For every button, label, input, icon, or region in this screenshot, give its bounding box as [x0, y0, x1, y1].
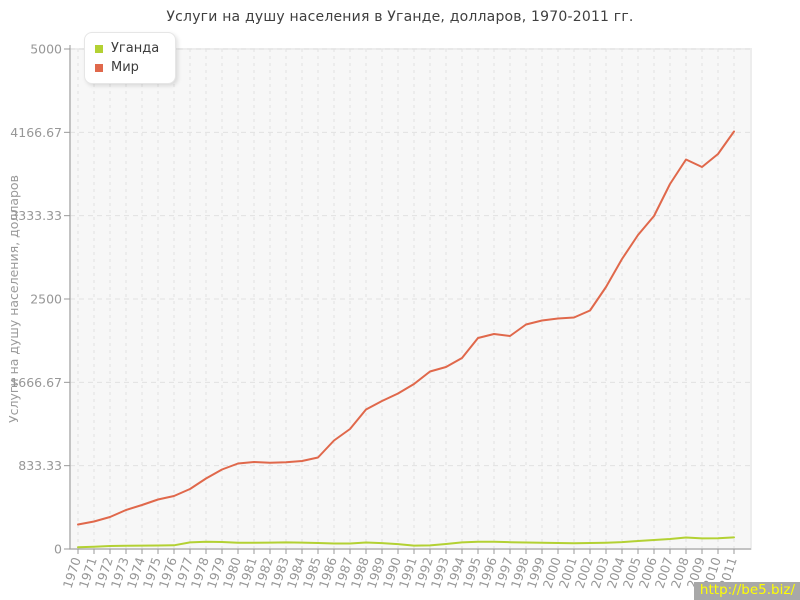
- y-tick-label: 3333.33: [10, 208, 62, 223]
- y-tick-label: 2500: [30, 292, 62, 307]
- mir-series-swatch-icon: [95, 63, 103, 72]
- uganda-line: [77, 536, 735, 549]
- y-tick-label: 4166.67: [10, 125, 62, 140]
- uganda-series-swatch-icon: [95, 44, 103, 53]
- chart-title: Услуги на душу населения в Уганде, долла…: [166, 9, 634, 25]
- mir-line: [77, 130, 735, 526]
- y-tick-label: 833.33: [18, 458, 62, 473]
- legend-item-mir: Мир: [95, 58, 159, 77]
- y-tick-label: 5000: [30, 42, 62, 57]
- legend-label-mir: Мир: [111, 60, 139, 75]
- footer-link[interactable]: http://be5.biz/: [693, 582, 800, 600]
- y-tick-label: 0: [54, 542, 62, 557]
- legend-label-uganda: Уганда: [111, 41, 160, 56]
- legend-item-uganda: Уганда: [95, 39, 159, 58]
- legend: Уганда Мир: [84, 32, 177, 84]
- y-tick-label: 1666.67: [10, 375, 62, 390]
